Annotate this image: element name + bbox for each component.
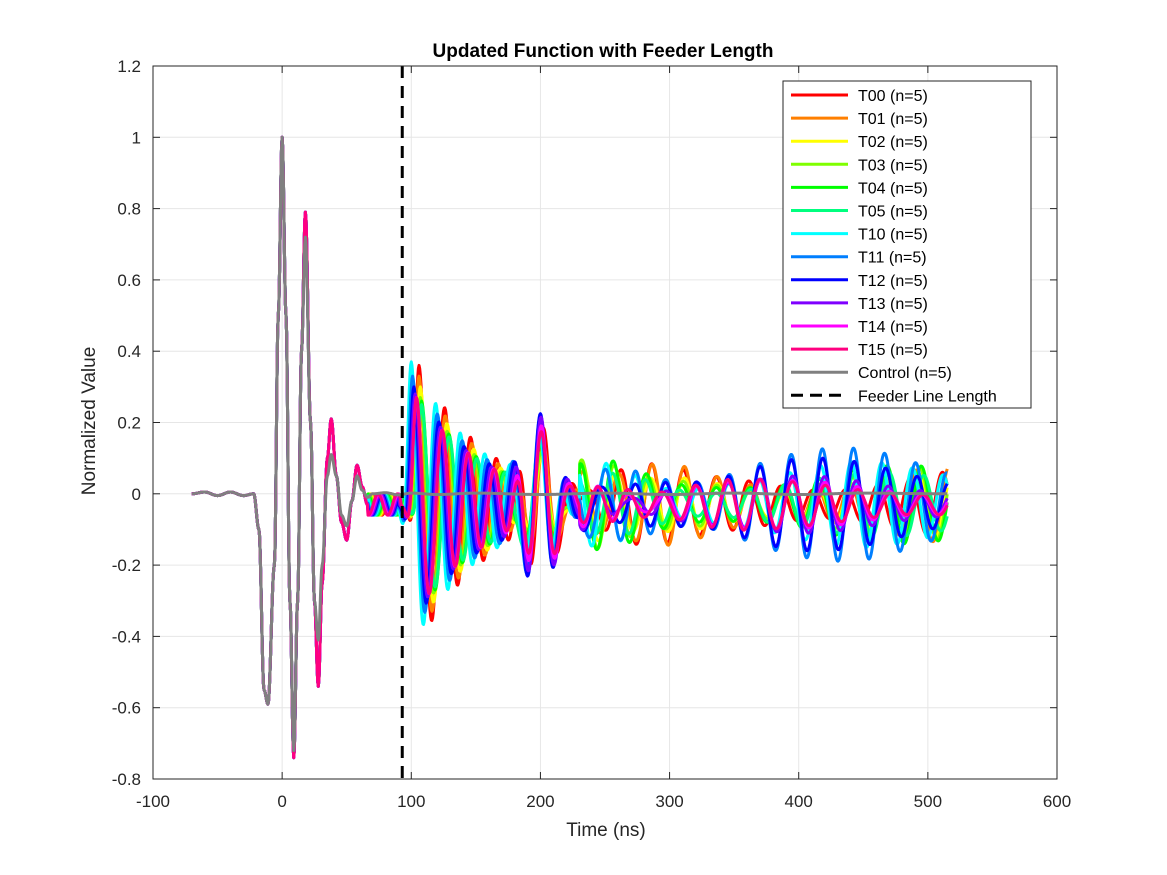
- legend-label: T14 (n=5): [858, 319, 928, 336]
- legend-label: T13 (n=5): [858, 296, 928, 313]
- y-tick-label: 0.6: [117, 271, 141, 290]
- legend-label: T15 (n=5): [858, 342, 928, 359]
- x-tick-label: 300: [655, 792, 683, 811]
- y-tick-label: -0.4: [112, 627, 141, 646]
- legend-label: T12 (n=5): [858, 273, 928, 290]
- legend: T00 (n=5) T01 (n=5) T02 (n=5) T03 (n=5) T04 …: [782, 80, 1032, 409]
- legend-box: [782, 80, 1032, 409]
- x-tick-label: 200: [526, 792, 554, 811]
- legend-label: T10 (n=5): [858, 227, 928, 244]
- legend-label: Feeder Line Length: [858, 388, 997, 405]
- y-tick-label: 0: [132, 485, 141, 504]
- legend-label: T03 (n=5): [858, 157, 928, 174]
- plot-area: [190, 66, 949, 779]
- legend-label: T00 (n=5): [858, 88, 928, 105]
- x-tick-label: -100: [136, 792, 170, 811]
- x-tick-label: 600: [1043, 792, 1071, 811]
- x-tick-label: 100: [397, 792, 425, 811]
- y-tick-label: 0.8: [117, 200, 141, 219]
- legend-label: T11 (n=5): [858, 250, 927, 267]
- y-tick-label: 0.2: [117, 414, 141, 433]
- y-tick-label: 1.2: [117, 57, 141, 76]
- y-tick-label: 0.4: [117, 342, 141, 361]
- y-tick-label: -0.6: [112, 699, 141, 718]
- legend-label: T02 (n=5): [858, 134, 928, 151]
- legend-entries: T00 (n=5) T01 (n=5) T02 (n=5) T03 (n=5) T04 …: [791, 88, 997, 405]
- series-line: [190, 135, 949, 760]
- y-axis-label: Normalized Value: [79, 347, 100, 496]
- x-tick-label: 400: [785, 792, 813, 811]
- legend-label: T01 (n=5): [858, 111, 928, 128]
- x-tick-label: 500: [914, 792, 942, 811]
- y-tick-label: 1: [132, 128, 141, 147]
- y-tick-label: -0.8: [112, 770, 141, 789]
- legend-label: Control (n=5): [858, 365, 952, 382]
- y-tick-label: -0.2: [112, 556, 141, 575]
- x-tick-label: 0: [277, 792, 286, 811]
- legend-label: T04 (n=5): [858, 180, 928, 197]
- legend-label: T05 (n=5): [858, 204, 928, 221]
- series-line: [190, 135, 949, 752]
- ticks: -100 0 100 200 300 400 500 600 -0.8 -0.6 -0.4 -0.2 0…: [112, 57, 1071, 811]
- series-layer: [190, 135, 949, 760]
- chart-title: Updated Function with Feeder Length: [433, 41, 774, 62]
- x-axis-label: Time (ns): [566, 820, 646, 841]
